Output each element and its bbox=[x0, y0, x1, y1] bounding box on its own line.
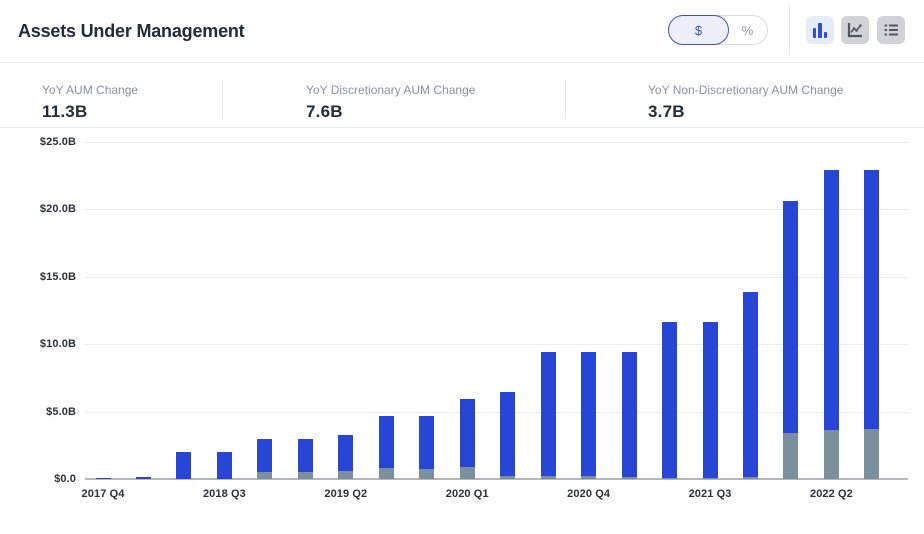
page-title: Assets Under Management bbox=[18, 21, 245, 41]
bar-segment-non-discretionary-aum[interactable] bbox=[823, 430, 839, 479]
percent-toggle-button[interactable]: % bbox=[728, 16, 767, 44]
bar-segment-non-discretionary-aum[interactable] bbox=[459, 466, 475, 479]
stat-divider bbox=[222, 80, 223, 119]
x-axis-tick-label: 2021 Q3 bbox=[688, 488, 732, 500]
bar-segment-discretionary-aum[interactable] bbox=[540, 351, 556, 477]
bar-segment-non-discretionary-aum[interactable] bbox=[783, 433, 799, 479]
bar-segment-discretionary-aum[interactable] bbox=[95, 477, 111, 479]
stats-rule bbox=[0, 127, 924, 128]
bar-segment-non-discretionary-aum[interactable] bbox=[257, 472, 273, 479]
stat-value: 3.7B bbox=[648, 102, 685, 121]
y-axis-tick-label: $0.0 bbox=[54, 473, 76, 485]
dollar-toggle-button[interactable]: $ bbox=[668, 15, 729, 45]
unit-toggle: $ % bbox=[668, 15, 768, 45]
bar-segment-discretionary-aum[interactable] bbox=[581, 351, 597, 477]
stat-label: YoY Non-Discretionary AUM Change bbox=[648, 83, 844, 97]
stat-divider bbox=[565, 80, 566, 119]
list-icon bbox=[884, 24, 898, 36]
bar-segment-discretionary-aum[interactable] bbox=[419, 415, 435, 469]
stat-yoy-non-discretionary-aum-change: YoY Non-Discretionary AUM Change 3.7B bbox=[648, 83, 843, 122]
bar-segment-non-discretionary-aum[interactable] bbox=[540, 476, 556, 479]
y-axis-tick-label: $20.0B bbox=[39, 203, 76, 216]
x-axis-tick-label: 2022 Q2 bbox=[810, 488, 853, 500]
bar-segment-non-discretionary-aum[interactable] bbox=[419, 468, 435, 479]
y-axis-tick-label: $15.0B bbox=[39, 270, 76, 283]
bar-segment-discretionary-aum[interactable] bbox=[500, 392, 516, 476]
x-axis-tick-label: 2020 Q1 bbox=[445, 488, 489, 500]
dollar-toggle-label: $ bbox=[694, 22, 703, 38]
bar-segment-non-discretionary-aum[interactable] bbox=[581, 476, 597, 479]
bar-segment-discretionary-aum[interactable] bbox=[378, 415, 394, 469]
y-axis-tick-label: $5.0B bbox=[46, 405, 76, 418]
bar-segment-discretionary-aum[interactable] bbox=[297, 439, 313, 473]
bar-segment-discretionary-aum[interactable] bbox=[459, 398, 475, 467]
y-axis-tick-label: $10.0B bbox=[39, 338, 76, 351]
bar-segment-discretionary-aum[interactable] bbox=[257, 439, 273, 473]
bar-chart-view-button[interactable] bbox=[806, 16, 834, 44]
bar-segment-discretionary-aum[interactable] bbox=[702, 321, 718, 478]
gridline bbox=[85, 142, 908, 143]
bar-segment-non-discretionary-aum[interactable] bbox=[621, 476, 637, 479]
y-axis-tick-label: $25.0B bbox=[39, 136, 76, 148]
table-view-button[interactable] bbox=[877, 16, 905, 44]
bar-segment-discretionary-aum[interactable] bbox=[662, 321, 678, 478]
bar-segment-discretionary-aum[interactable] bbox=[176, 452, 192, 479]
stat-yoy-aum-change: YoY AUM Change 11.3B bbox=[42, 83, 138, 122]
bar-segment-non-discretionary-aum[interactable] bbox=[743, 476, 759, 479]
bar-segment-discretionary-aum[interactable] bbox=[783, 201, 799, 434]
bar-segment-non-discretionary-aum[interactable] bbox=[338, 470, 354, 479]
bar-segment-non-discretionary-aum[interactable] bbox=[500, 475, 516, 479]
bar-segment-non-discretionary-aum[interactable] bbox=[297, 472, 313, 479]
bar-segment-discretionary-aum[interactable] bbox=[621, 351, 637, 477]
stat-value: 11.3B bbox=[42, 102, 88, 121]
x-axis-tick-label: 2018 Q3 bbox=[202, 488, 246, 500]
x-axis-tick-label: 2017 Q4 bbox=[81, 488, 125, 500]
bar-segment-non-discretionary-aum[interactable] bbox=[702, 477, 718, 479]
stat-label: YoY AUM Change bbox=[42, 83, 139, 97]
x-axis-tick-label: 2019 Q2 bbox=[324, 488, 368, 500]
bar-segment-discretionary-aum[interactable] bbox=[743, 291, 759, 477]
bar-segment-discretionary-aum[interactable] bbox=[135, 476, 151, 479]
bar-segment-discretionary-aum[interactable] bbox=[216, 452, 232, 479]
header-divider bbox=[789, 6, 790, 55]
stat-label: YoY Discretionary AUM Change bbox=[306, 83, 476, 97]
line-chart-view-button[interactable] bbox=[841, 16, 869, 44]
stat-yoy-discretionary-aum-change: YoY Discretionary AUM Change 7.6B bbox=[306, 83, 475, 122]
line-chart-icon bbox=[847, 23, 862, 38]
x-axis-tick-label: 2020 Q4 bbox=[567, 488, 611, 500]
bar-segment-discretionary-aum[interactable] bbox=[864, 170, 880, 430]
bar-chart-icon bbox=[812, 22, 828, 38]
bar-segment-non-discretionary-aum[interactable] bbox=[378, 468, 394, 479]
bar-segment-non-discretionary-aum[interactable] bbox=[864, 429, 880, 479]
stat-value: 7.6B bbox=[306, 102, 343, 121]
percent-toggle-label: % bbox=[741, 22, 754, 38]
bar-segment-discretionary-aum[interactable] bbox=[338, 434, 354, 471]
bar-segment-discretionary-aum[interactable] bbox=[823, 170, 839, 431]
bar-segment-non-discretionary-aum[interactable] bbox=[662, 477, 678, 479]
header-rule bbox=[0, 62, 924, 63]
